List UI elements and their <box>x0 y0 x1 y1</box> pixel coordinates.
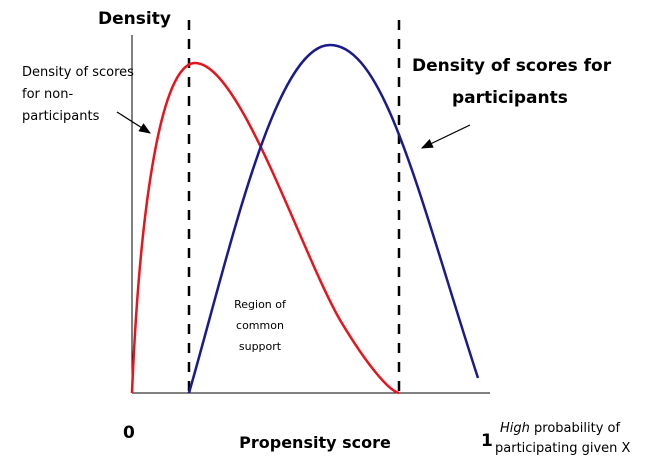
x-axis-start: 0 <box>123 423 135 443</box>
label: Density of scores <box>22 65 134 80</box>
label: participants <box>452 88 568 108</box>
arrow <box>420 124 471 149</box>
label: Density of scores for <box>412 56 612 76</box>
x-axis-label: Propensity score <box>239 433 391 452</box>
label: for non- <box>22 87 73 102</box>
note-text: probability of <box>530 421 621 436</box>
arrow <box>116 111 152 134</box>
region-label: Region of <box>234 298 287 311</box>
label: participants <box>22 109 100 124</box>
region-label: common <box>236 319 284 332</box>
non-participant-curve <box>130 61 400 395</box>
y-axis-label: Density <box>98 9 171 29</box>
x-axis-note: High probability of <box>500 421 620 436</box>
participant-curve <box>187 43 480 394</box>
x-axis-note: participating given X <box>495 441 631 456</box>
emphasis: High <box>500 421 530 436</box>
region-label: support <box>239 340 282 353</box>
x-axis-end: 1 <box>481 431 493 451</box>
